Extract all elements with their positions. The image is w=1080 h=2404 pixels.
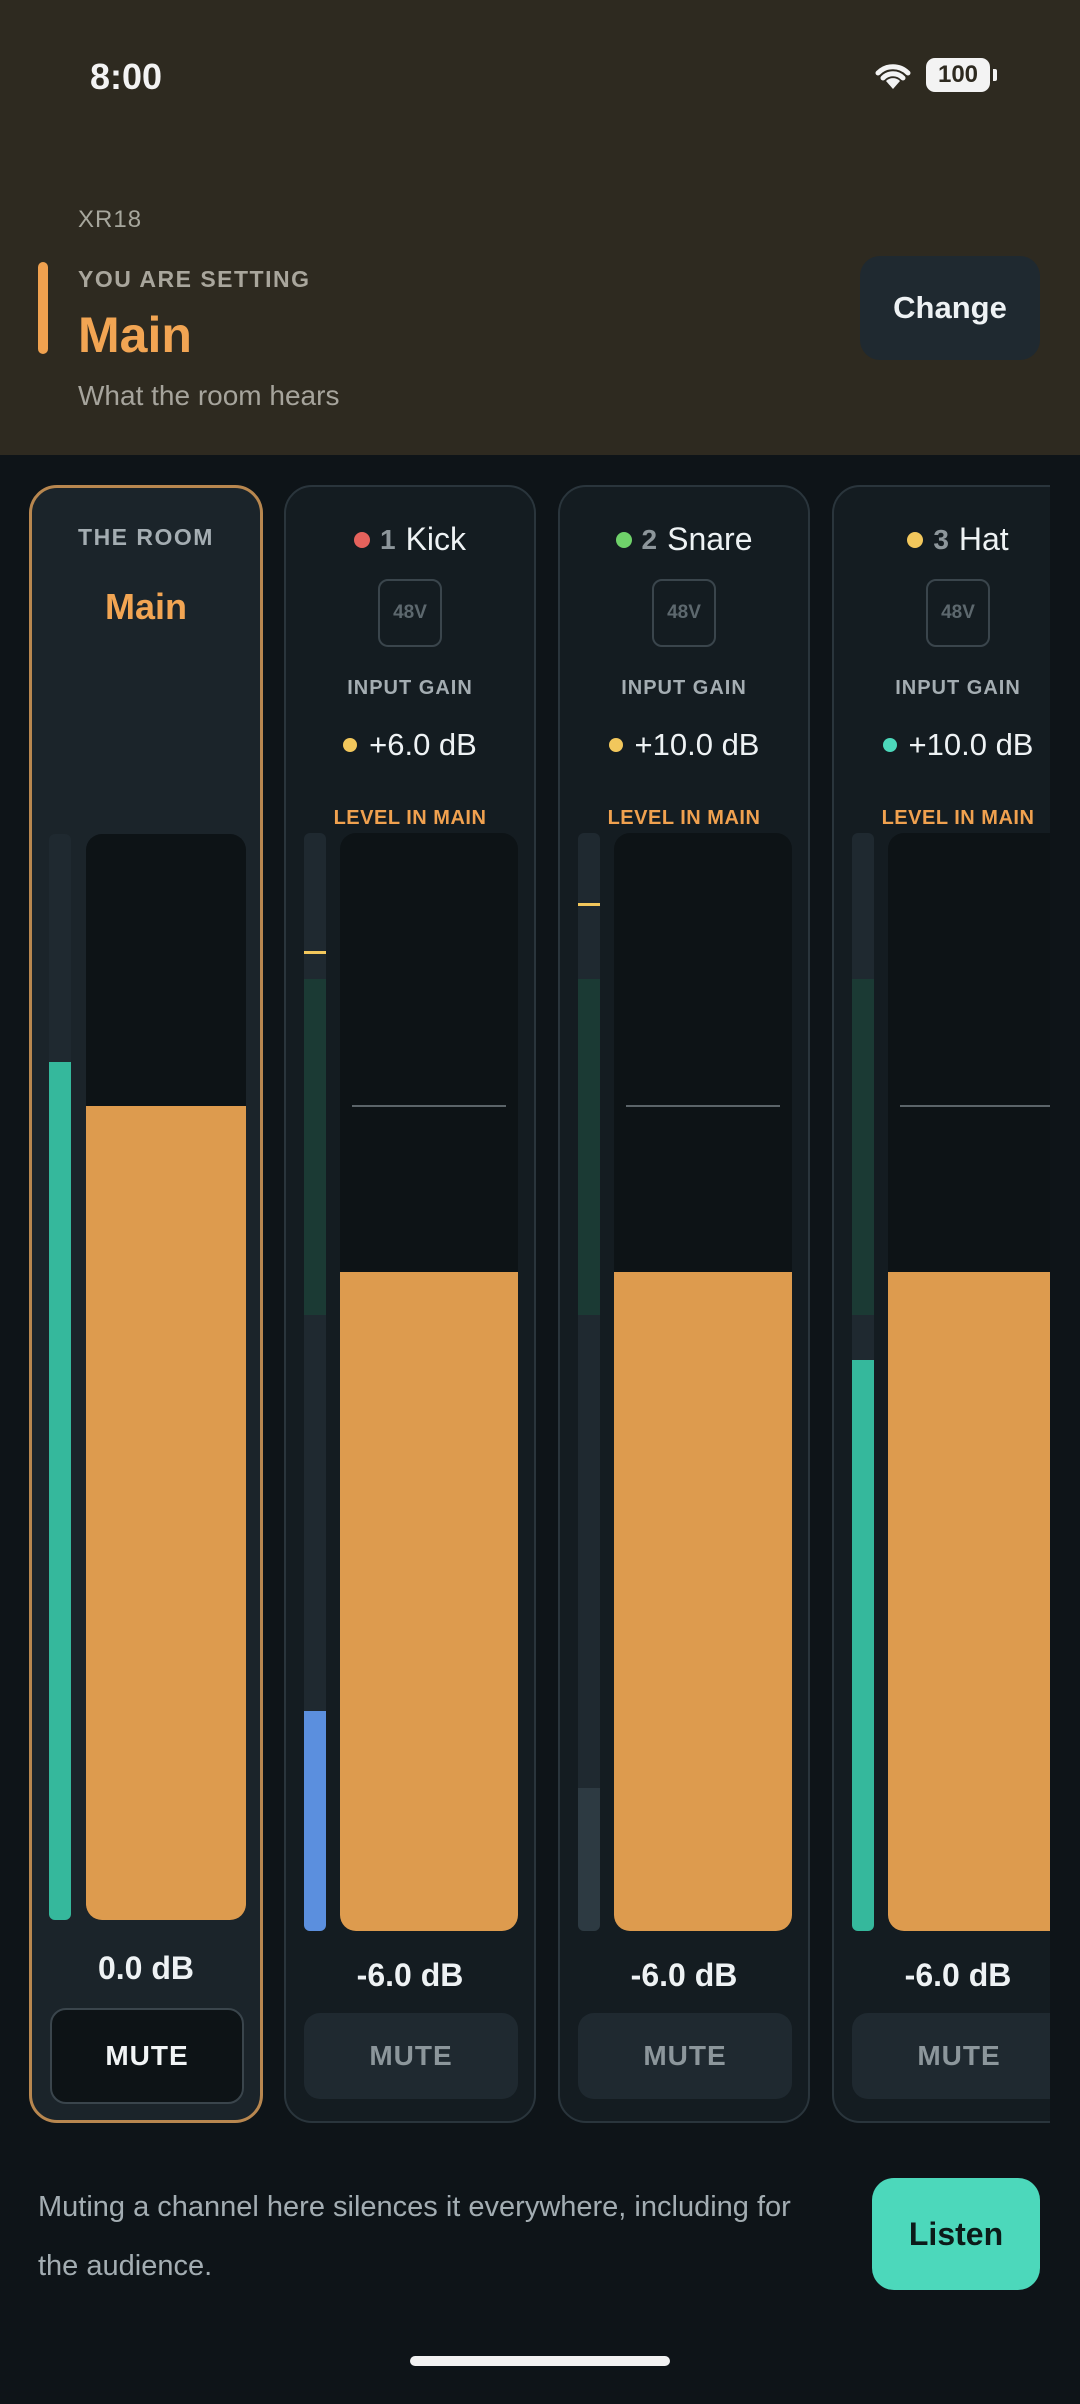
level-value: -6.0 dB [356,1957,464,1993]
channel-number: 3 [933,523,949,555]
battery-icon: 100 [926,58,997,92]
phantom-power-toggle[interactable]: 48V [926,579,990,647]
room-label: THE ROOM [78,524,214,550]
strip-channel-2: 2 Snare 48V INPUT GAIN +10.0 dB LEVEL IN… [558,485,810,2123]
setting-target: Main [78,307,192,363]
gain-label: INPUT GAIN [621,677,747,699]
strip-channel-3: 3 Hat 48V INPUT GAIN +10.0 dB LEVEL IN M… [832,485,1050,2123]
setting-description: What the room hears [78,380,340,411]
peak-marker [578,903,600,906]
level-meter [304,833,326,1931]
unity-line [352,1105,506,1107]
channel-name: Kick [405,521,467,557]
status-time: 8:00 [90,56,163,97]
gain-value[interactable]: +6.0 dB [286,727,534,763]
gain-status-dot [882,738,897,752]
mute-button-channel-3[interactable]: MUTE [852,2013,1050,2099]
fader-fill [340,1272,518,1931]
phantom-power-toggle[interactable]: 48V [652,579,716,647]
fader-main[interactable] [86,834,246,1920]
gain-text: +6.0 dB [369,727,477,762]
unity-line [900,1105,1050,1107]
meter-zone [304,979,326,1315]
meter-zone [852,979,874,1315]
channel-name: Snare [667,521,753,557]
gain-label: INPUT GAIN [347,677,473,699]
fader-fill [888,1272,1050,1931]
fader-fill [614,1272,792,1931]
channel-color-dot [615,531,632,548]
status-icons: 100 [872,58,997,92]
channel-number: 2 [641,523,658,555]
gain-status-dot [343,738,358,752]
fader-channel-2[interactable] [614,833,792,1931]
room-name: Main [104,586,187,627]
channel-title: 3 Hat [834,521,1050,558]
meter-fill [578,1788,600,1931]
gain-text: +10.0 dB [908,727,1034,762]
channel-number: 1 [379,523,396,555]
level-label: LEVEL IN MAIN [333,807,487,829]
home-indicator[interactable] [410,2356,670,2366]
mute-info-note: Muting a channel here silences it everyw… [38,2191,791,2282]
gain-text: +10.0 dB [634,727,760,762]
level-label: LEVEL IN MAIN [881,807,1035,829]
channel-color-dot [907,531,924,548]
level-value: -6.0 dB [630,1957,738,1993]
channel-strips: THE ROOM Main 0.0 dB MUTE 1 Kick 48V INP… [0,455,1050,2125]
meter-fill [49,1062,71,1920]
channel-name: Hat [958,521,1009,557]
gain-status-dot [608,738,623,752]
fader-channel-1[interactable] [340,833,518,1931]
mute-button-main[interactable]: MUTE [50,2008,244,2104]
level-value: -6.0 dB [904,1957,1012,1993]
level-label: LEVEL IN MAIN [607,807,761,829]
channel-color-dot [353,531,370,548]
setting-caption: YOU ARE SETTING [78,266,311,292]
listen-button[interactable]: Listen [872,2178,1040,2290]
strip-main: THE ROOM Main 0.0 dB MUTE [29,485,263,2123]
mute-button-channel-1[interactable]: MUTE [304,2013,518,2099]
fader-channel-3[interactable] [888,833,1050,1931]
gain-value[interactable]: +10.0 dB [560,727,808,763]
change-button[interactable]: Change [860,256,1040,360]
device-name: XR18 [78,206,143,233]
peak-marker [304,951,326,954]
mute-button-channel-2[interactable]: MUTE [578,2013,792,2099]
level-meter [578,833,600,1931]
level-meter [49,834,71,1920]
fader-fill [86,1105,246,1920]
meter-zone [578,979,600,1315]
level-meter [852,833,874,1931]
wifi-icon [872,59,914,91]
gain-label: INPUT GAIN [895,677,1021,699]
header: 8:00 100 XR18 YOU ARE SETTING Main What … [0,0,1080,455]
meter-fill [852,1360,874,1931]
level-value: 0.0 dB [97,1950,195,1986]
meter-fill [304,1711,326,1931]
channel-title: 2 Snare [560,521,808,558]
accent-bar [38,262,48,354]
gain-value[interactable]: +10.0 dB [834,727,1050,763]
phantom-power-toggle[interactable]: 48V [378,579,442,647]
unity-line [626,1105,780,1107]
strip-channel-1: 1 Kick 48V INPUT GAIN +6.0 dB LEVEL IN M… [284,485,536,2123]
channel-title: 1 Kick [286,521,534,558]
